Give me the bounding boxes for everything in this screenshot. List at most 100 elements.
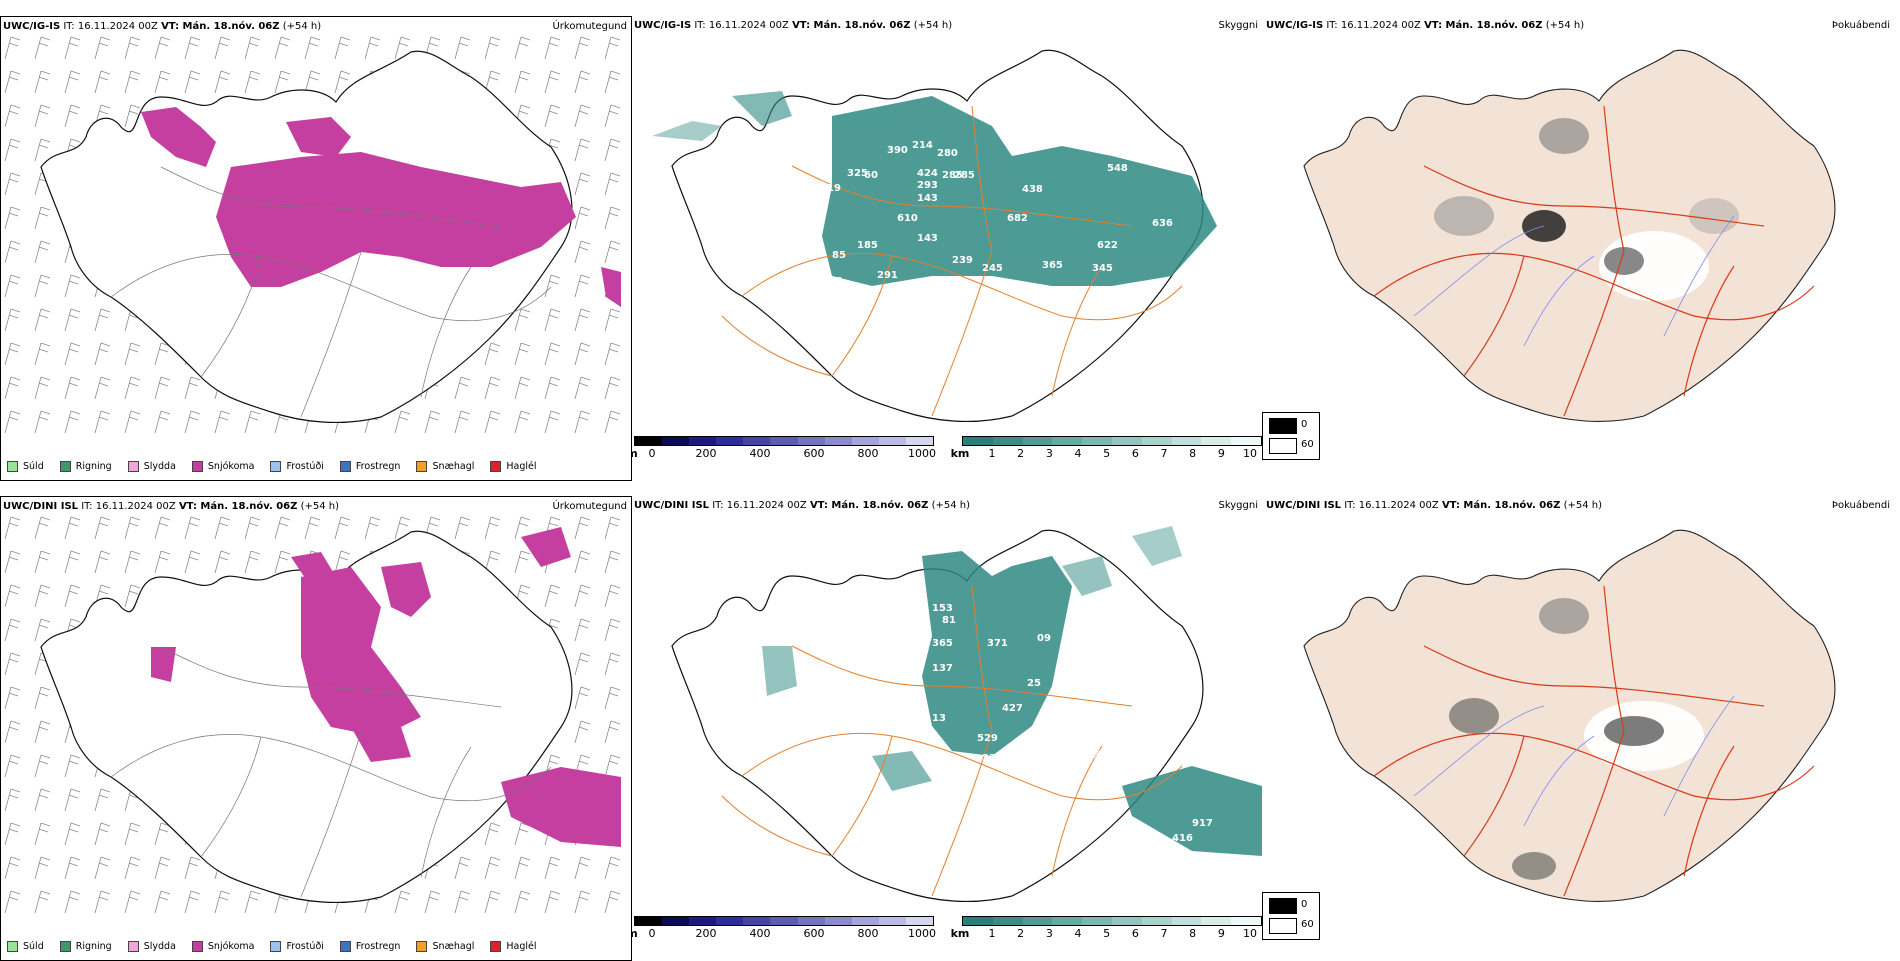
visibility-value-label: 143: [917, 193, 938, 204]
colorbar-tick: 400: [749, 447, 771, 460]
wind-barb: [604, 410, 621, 434]
legend-item: Snæhagl: [416, 941, 474, 952]
wind-barb: [94, 516, 111, 540]
wind-barb: [244, 36, 261, 60]
wind-barb: [124, 36, 141, 60]
panel-header: UWC/IG-IS IT: 16.11.2024 00Z VT: Mán. 18…: [3, 21, 322, 32]
fog-areas: [1449, 598, 1704, 880]
wind-barb: [604, 70, 621, 94]
precip-type-map: [4, 36, 621, 434]
wind-barb: [4, 342, 21, 366]
wind-barb: [484, 856, 501, 880]
wind-barb: [4, 308, 21, 332]
wind-barb: [4, 240, 21, 264]
wind-barb: [124, 70, 141, 94]
snowfall-areas: [151, 527, 621, 847]
visibility-colorbar: km 1 2 3 4 5 6 7 8 9 10: [951, 436, 1262, 460]
wind-barb: [454, 856, 471, 880]
wind-barb: [304, 36, 321, 60]
wind-barb: [4, 652, 21, 676]
wind-barb: [484, 342, 501, 366]
panel-header: UWC/DINI ISL IT: 16.11.2024 00Z VT: Mán.…: [1266, 500, 1603, 511]
wind-barb: [394, 516, 411, 540]
legend-item: Frostregn: [339, 941, 400, 952]
wind-barb: [604, 618, 621, 642]
visibility-value-label: 152: [822, 276, 843, 287]
parameter-label: Skyggni: [1218, 500, 1258, 511]
legend-item: Snjókoma: [191, 461, 254, 472]
wind-barb: [94, 342, 111, 366]
wind-barb: [574, 856, 591, 880]
visibility-value-label: 427: [1002, 703, 1023, 714]
wind-barb: [544, 410, 561, 434]
visibility-value-label: 365: [1042, 260, 1063, 271]
visibility-value-label: 529: [977, 733, 998, 744]
wind-barb: [454, 516, 471, 540]
precip-type-map: [4, 516, 621, 914]
wind-barb: [574, 410, 591, 434]
colorbar-tick: 600: [803, 927, 825, 940]
wind-barb: [574, 172, 591, 196]
visibility-value-label: 621: [1122, 633, 1143, 644]
wind-barb: [214, 70, 231, 94]
colorbar-tick: 1000: [908, 447, 936, 460]
wind-barb: [544, 584, 561, 608]
wind-barb: [34, 890, 51, 914]
wind-barb: [124, 376, 141, 400]
wind-barb: [574, 308, 591, 332]
wind-barb: [34, 274, 51, 298]
wind-barb: [4, 720, 21, 744]
parameter-label: Úrkomutegund: [552, 21, 627, 32]
colorbar-tick: 2: [1017, 447, 1025, 460]
visibility-value-label: 60: [864, 170, 878, 181]
wind-barb: [484, 516, 501, 540]
wind-barb: [274, 36, 291, 60]
fog-indicator-map: [1303, 529, 1836, 902]
visibility-value-label: 239: [952, 255, 973, 266]
wind-barb: [604, 516, 621, 540]
colorbar-tick: 800: [857, 927, 879, 940]
visibility-value-label: 610: [897, 213, 918, 224]
colorbar-tick: 9: [1217, 447, 1225, 460]
legend-item: Frostúði: [270, 461, 324, 472]
wind-barb: [304, 70, 321, 94]
wind-barb: [124, 516, 141, 540]
wind-barb: [34, 376, 51, 400]
colorbar-tick: 0: [648, 927, 656, 940]
visibility-value-label: 23: [887, 856, 901, 867]
visibility-value-label: 137: [932, 663, 953, 674]
legend-item: Frostregn: [339, 461, 400, 472]
wind-barb: [94, 308, 111, 332]
precip-type-legend: Súld Rigning Slydda Snjókoma Frostúði Fr…: [7, 941, 553, 952]
wind-barb: [604, 240, 621, 264]
legend-item: Slydda: [127, 941, 176, 952]
colorbar-tick: 400: [749, 927, 771, 940]
roads: [110, 166, 552, 418]
wind-barb: [64, 584, 81, 608]
visibility-value-label: 179: [1032, 750, 1053, 761]
colorbar-tick: 4: [1074, 927, 1082, 940]
wind-barb: [94, 890, 111, 914]
wind-barb: [4, 618, 21, 642]
rivers: [1413, 215, 1735, 347]
visibility-value-label: 424: [917, 168, 938, 179]
wind-barb: [424, 410, 441, 434]
wind-barb: [604, 104, 621, 128]
colorbar-tick: 10: [1243, 447, 1257, 460]
wind-barb: [214, 36, 231, 60]
wind-barb: [154, 36, 171, 60]
precip-type-legend: Súld Rigning Slydda Snjókoma Frostúði Fr…: [7, 461, 553, 472]
wind-barb: [574, 342, 591, 366]
wind-barb: [124, 550, 141, 574]
colorbar-tick: 600: [803, 447, 825, 460]
wind-barb: [544, 308, 561, 332]
visibility-value-label: 682: [1007, 213, 1028, 224]
wind-barb: [514, 822, 531, 846]
wind-barb: [64, 516, 81, 540]
visibility-value-label: 345: [1092, 263, 1113, 274]
wind-barb: [604, 652, 621, 676]
wind-barb: [184, 36, 201, 60]
wind-barb: [484, 376, 501, 400]
